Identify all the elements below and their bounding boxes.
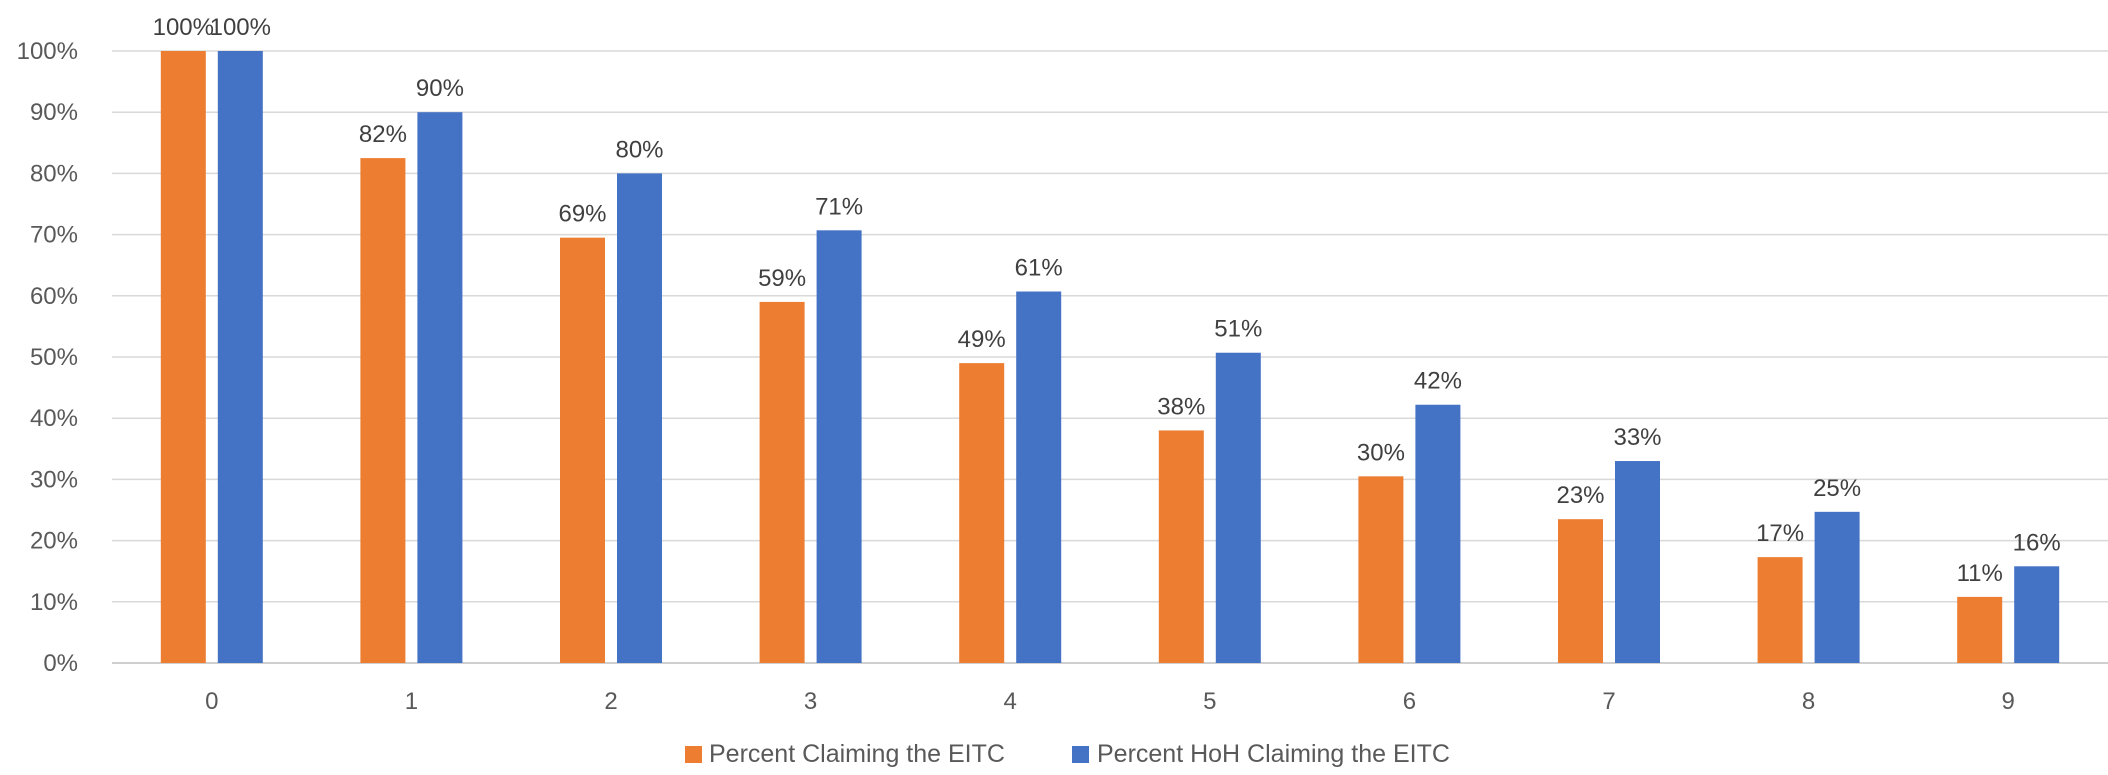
- data-label: 71%: [815, 193, 863, 220]
- data-label: 69%: [558, 201, 606, 228]
- y-tick-label: 0%: [43, 650, 78, 677]
- bar-series-1: [1757, 557, 1803, 663]
- bar-series-1: [1358, 476, 1404, 663]
- data-label: 25%: [1813, 475, 1861, 502]
- bar-series-2: [816, 230, 862, 664]
- data-label: 82%: [359, 121, 407, 148]
- bar-series-2: [1615, 461, 1660, 663]
- y-axis: 0% 10% 20% 30% 40% 50% 60% 70% 80% 90% 100%: [17, 38, 78, 677]
- bars: [160, 51, 2060, 664]
- bar-series-1: [959, 363, 1005, 663]
- x-tick-label: 4: [1004, 688, 1017, 715]
- bar-series-2: [2014, 566, 2060, 663]
- y-tick-label: 100%: [17, 38, 78, 65]
- gridlines: [112, 50, 2108, 664]
- data-label: 42%: [1414, 368, 1462, 395]
- x-tick-label: 0: [205, 688, 218, 715]
- y-tick-label: 60%: [30, 283, 78, 310]
- bar-series-2: [217, 51, 263, 663]
- data-label: 11%: [1957, 560, 2003, 587]
- x-tick-label: 8: [1802, 688, 1815, 715]
- x-tick-label: 2: [604, 688, 617, 715]
- x-tick-label: 7: [1602, 688, 1615, 715]
- y-tick-label: 50%: [30, 344, 78, 371]
- bar-series-2: [1016, 291, 1062, 663]
- x-axis: 0 1 2 3 4 5 6 7 8 9: [205, 688, 2015, 715]
- data-label: 33%: [1613, 424, 1661, 451]
- bar-series-2: [617, 173, 662, 663]
- bar-series-1: [560, 237, 605, 663]
- x-tick-label: 6: [1403, 688, 1416, 715]
- data-label: 30%: [1357, 439, 1405, 466]
- data-label: 80%: [615, 136, 663, 163]
- x-tick-label: 1: [405, 688, 418, 715]
- data-label: 51%: [1214, 316, 1262, 343]
- bar-series-2: [417, 112, 463, 663]
- bar-series-1: [360, 158, 406, 663]
- data-label: 17%: [1756, 520, 1804, 547]
- legend: Percent Claiming the EITC Percent HoH Cla…: [685, 740, 1450, 768]
- bar-series-1: [160, 51, 206, 663]
- data-label: 100%: [153, 14, 214, 41]
- legend-swatch-series-2: [1072, 746, 1089, 763]
- legend-swatch-series-1: [685, 746, 702, 763]
- bar-series-1: [759, 301, 805, 663]
- data-label: 49%: [958, 326, 1006, 353]
- bar-series-1: [1957, 596, 2003, 663]
- data-label: 23%: [1556, 482, 1604, 509]
- y-tick-label: 40%: [30, 405, 78, 432]
- legend-label-series-1: Percent Claiming the EITC: [709, 740, 1005, 768]
- y-tick-label: 20%: [30, 528, 78, 555]
- data-label: 16%: [2013, 529, 2061, 556]
- y-tick-label: 70%: [30, 222, 78, 249]
- bar-series-2: [1215, 352, 1261, 663]
- data-label: 59%: [758, 265, 806, 292]
- data-label: 90%: [416, 75, 464, 102]
- x-tick-label: 5: [1203, 688, 1216, 715]
- bar-series-1: [1558, 519, 1603, 663]
- y-tick-label: 80%: [30, 160, 78, 187]
- x-tick-label: 3: [804, 688, 817, 715]
- bar-series-2: [1814, 511, 1860, 663]
- bar-series-1: [1158, 430, 1204, 663]
- x-tick-label: 9: [2002, 688, 2015, 715]
- y-tick-label: 10%: [30, 589, 78, 616]
- y-tick-label: 30%: [30, 466, 78, 493]
- bar-series-2: [1415, 404, 1461, 663]
- data-label: 100%: [210, 14, 271, 41]
- data-labels: 100%100% 82% 90% 69% 80% 59% 71% 49% 61% 38% 51% 30…: [153, 14, 2061, 587]
- y-tick-label: 90%: [30, 99, 78, 126]
- data-label: 61%: [1015, 255, 1063, 282]
- legend-label-series-2: Percent HoH Claiming the EITC: [1097, 740, 1450, 768]
- data-label: 38%: [1157, 393, 1205, 420]
